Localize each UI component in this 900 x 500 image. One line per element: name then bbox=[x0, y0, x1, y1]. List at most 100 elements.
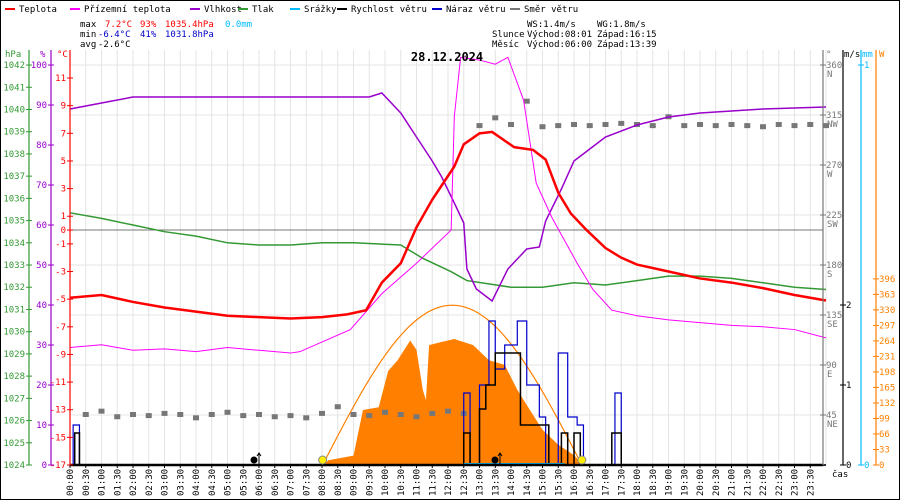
temperature-tick-label: -3 bbox=[55, 268, 66, 278]
x-tick-label: 02:00 bbox=[129, 469, 139, 496]
x-tick-label: 17:00 bbox=[602, 469, 612, 496]
humidity-tick-label: 10 bbox=[36, 421, 47, 431]
solar-tick-label: 198 bbox=[879, 368, 895, 378]
x-tick-label: 05:00 bbox=[224, 469, 234, 496]
humidity-tick-label: 20 bbox=[36, 381, 47, 391]
x-tick-label: 09:30 bbox=[365, 469, 375, 496]
wind-dir-point bbox=[697, 122, 703, 127]
legend-swatch-3 bbox=[238, 8, 248, 10]
wind-dir-point bbox=[602, 122, 609, 127]
wind-dir-tick-dir: SE bbox=[827, 320, 838, 330]
pressure-tick-label: 1041 bbox=[3, 83, 25, 93]
pressure-tick-label: 1029 bbox=[3, 350, 25, 360]
solar-tick-label: 297 bbox=[879, 321, 895, 331]
wind-dir-point bbox=[429, 410, 436, 416]
stat-wind-gust: WG:1.8m/s bbox=[597, 20, 646, 30]
humidity-tick-label: 40 bbox=[36, 301, 47, 311]
solar-tick-label: 33 bbox=[879, 445, 890, 455]
solar-tick-label: 264 bbox=[879, 337, 895, 347]
solar-tick-label: 396 bbox=[879, 275, 895, 285]
wind-dir-point bbox=[807, 122, 814, 127]
stat-avg-temp: -2.6°C bbox=[98, 40, 131, 50]
x-tick-label: 21:00 bbox=[728, 469, 738, 496]
temperature-tick-label: -11 bbox=[50, 378, 66, 388]
x-tick-label: 05:30 bbox=[239, 469, 249, 496]
x-tick-label: 15:00 bbox=[539, 469, 549, 496]
legend-label: Směr větru bbox=[524, 5, 578, 15]
temperature-tick-label: -1 bbox=[55, 240, 66, 250]
wind-dir-point bbox=[240, 413, 247, 419]
pressure-tick-label: 1028 bbox=[3, 372, 25, 382]
x-tick-label: 11:30 bbox=[428, 469, 438, 496]
wind-dir-point bbox=[413, 414, 420, 420]
stat-max-temp: 7.2°C bbox=[105, 20, 132, 30]
stat-max-hum: 93% bbox=[140, 20, 157, 30]
wind-dir-point bbox=[208, 412, 215, 417]
temperature-tick-label: 1 bbox=[61, 212, 66, 222]
humidity-tick-label: 90 bbox=[36, 101, 47, 111]
wind-dir-point bbox=[224, 409, 231, 415]
x-tick-label: 01:00 bbox=[98, 469, 108, 496]
stat-min-temp: -6.4°C bbox=[98, 30, 131, 40]
wind-dir-point bbox=[319, 410, 325, 416]
legend-swatch-6 bbox=[432, 8, 442, 10]
wind-dir-point bbox=[350, 412, 357, 417]
pressure-tick-label: 1033 bbox=[3, 261, 25, 271]
temperature-tick-label: -17 bbox=[50, 461, 66, 471]
wind-dir-tick-label: 135 bbox=[826, 311, 842, 321]
stat-min-press: 1031.8hPa bbox=[165, 30, 214, 40]
x-tick-label: 00:00 bbox=[66, 469, 76, 496]
wind-speed-unit: m/s bbox=[844, 50, 860, 60]
wind-dir-tick-dir: E bbox=[827, 370, 832, 380]
wind-dir-point bbox=[791, 123, 798, 129]
wind-dir-tick-label: 315 bbox=[826, 111, 842, 121]
x-tick-label: 19:00 bbox=[665, 469, 675, 496]
pressure-tick-label: 1027 bbox=[3, 394, 25, 404]
sun-rise: Východ:08:01 bbox=[527, 30, 592, 40]
x-tick-label: 19:30 bbox=[680, 469, 690, 496]
series-layer bbox=[69, 56, 829, 466]
x-tick-label: 18:00 bbox=[633, 469, 643, 496]
wind-dir-point bbox=[760, 124, 766, 130]
wind-dir-tick-label: 45 bbox=[826, 411, 837, 421]
x-tick-label: 07:00 bbox=[287, 469, 297, 496]
solar-measured-area bbox=[323, 339, 584, 465]
temperature-tick-label: 9 bbox=[61, 102, 66, 112]
sunset-marker bbox=[577, 455, 587, 465]
sunrise-marker bbox=[318, 455, 328, 465]
solar-tick-label: 0 bbox=[879, 461, 884, 471]
temperature-tick-label: -9 bbox=[55, 350, 66, 360]
wind-dir-point bbox=[508, 122, 514, 127]
x-tick-label: 14:00 bbox=[507, 469, 517, 496]
legend-swatch-7 bbox=[510, 8, 520, 10]
wind-dir-tick-label: 360 bbox=[826, 61, 842, 71]
rain-tick-label: 0 bbox=[864, 461, 869, 471]
temperature-tick-label: -7 bbox=[55, 323, 66, 333]
wind-gust-line bbox=[70, 320, 826, 466]
wind-dir-point bbox=[728, 122, 735, 127]
legend-swatch-5 bbox=[337, 8, 347, 10]
pressure-tick-label: 1030 bbox=[3, 328, 25, 338]
legend-swatch-1 bbox=[70, 8, 80, 10]
stat-wind-speed: WS:1.4m/s bbox=[527, 20, 576, 30]
legend-swatch-0 bbox=[5, 8, 15, 10]
wind-dir-point bbox=[397, 412, 404, 417]
x-tick-label: 22:00 bbox=[759, 469, 769, 496]
x-tick-label: 00:30 bbox=[82, 469, 92, 496]
wind-dir-point bbox=[145, 413, 152, 419]
wind-dir-point bbox=[555, 123, 562, 129]
wind-dir-point bbox=[445, 408, 451, 414]
x-tick-label: 20:00 bbox=[696, 469, 706, 496]
pressure-tick-label: 1037 bbox=[3, 172, 25, 182]
temperature-unit: °C bbox=[57, 50, 68, 60]
solar-tick-label: 66 bbox=[879, 430, 890, 440]
pressure-tick-label: 1039 bbox=[3, 128, 25, 138]
solar-unit: W bbox=[879, 50, 885, 60]
wind-dir-tick-dir: S bbox=[827, 270, 832, 280]
x-tick-label: 14:30 bbox=[523, 469, 533, 496]
wind-dir-point bbox=[287, 413, 294, 419]
x-tick-label: 11:00 bbox=[413, 469, 423, 496]
wind-dir-point bbox=[98, 408, 105, 414]
humidity-unit: % bbox=[40, 50, 46, 60]
moonset-marker bbox=[491, 456, 499, 464]
